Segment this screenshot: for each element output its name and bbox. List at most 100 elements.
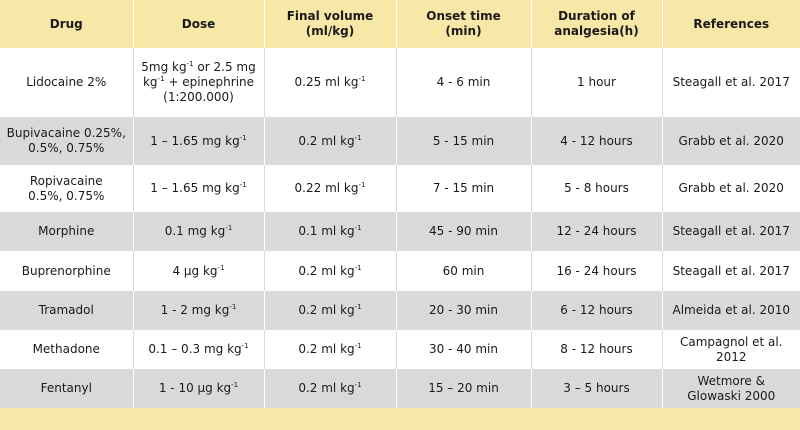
table-row: Ropivacaine 0.5%, 0.75% 1 – 1.65 mg kg-1 0.… <box>0 165 800 212</box>
unit-exponent: -1 <box>239 133 247 142</box>
table-row: Lidocaine 2% 5mg kg-1 or 2.5 mg kg-1 + epi… <box>0 48 800 117</box>
volume-text: 0.2 ml kg <box>298 303 355 317</box>
volume-text: 0.22 ml kg <box>294 181 359 195</box>
bottom-band <box>0 408 800 430</box>
cell-drug: Fentanyl <box>0 369 134 408</box>
table-row: Bupivacaine 0.25%, 0.5%, 0.75% 1 – 1.65 mg… <box>0 117 800 165</box>
onset-text: 60 min <box>442 263 485 278</box>
drug-name: Buprenorphine <box>21 263 111 278</box>
unit-exponent: -1 <box>354 303 362 311</box>
volume-text: 0.2 ml kg <box>298 263 355 278</box>
cell-reference: Grabb et al. 2020 <box>662 165 800 212</box>
cell-dose: 0.1 mg kg-1 <box>133 212 265 251</box>
unit-exponent: -1 <box>157 75 165 83</box>
cell-duration: 8 - 12 hours <box>531 330 663 369</box>
reference-text: Glowaski 2000 <box>687 388 776 403</box>
cell-final-volume: 0.25 ml kg-1 <box>264 48 397 117</box>
onset-text: 4 - 6 min <box>436 75 491 89</box>
cell-final-volume: 0.22 ml kg-1 <box>264 165 397 212</box>
header-final-volume: Final volume (ml/kg) <box>264 0 397 48</box>
unit-exponent: -1 <box>358 181 366 189</box>
unit-exponent: -1 <box>354 263 362 272</box>
drug-name: Bupivacaine 0.25%, <box>6 126 126 140</box>
onset-text: 30 - 40 min <box>429 342 498 356</box>
cell-duration: 16 - 24 hours <box>531 251 663 291</box>
onset-text: 7 - 15 min <box>432 181 495 195</box>
cell-drug: Ropivacaine 0.5%, 0.75% <box>0 165 134 212</box>
drug-name: 0.5%, 0.75% <box>28 188 105 203</box>
cell-duration: 4 - 12 hours <box>531 117 663 165</box>
cell-drug: Lidocaine 2% <box>0 48 134 117</box>
volume-text: 0.2 ml kg <box>298 133 355 148</box>
dose-text: 1 – 1.65 mg kg <box>150 133 240 148</box>
cell-dose: 1 - 10 μg kg-1 <box>133 369 265 408</box>
onset-text: 15 – 20 min <box>428 381 499 395</box>
cell-drug: Morphine <box>0 212 134 251</box>
drug-name: Methadone <box>32 342 100 356</box>
duration-text: 8 - 12 hours <box>560 342 633 356</box>
header-references: References <box>662 0 800 48</box>
cell-final-volume: 0.2 ml kg-1 <box>264 117 397 165</box>
reference-text: Steagall et al. 2017 <box>672 224 790 238</box>
unit-exponent: -1 <box>354 342 362 350</box>
volume-text: 0.25 ml kg <box>294 75 359 89</box>
table-row: Methadone 0.1 – 0.3 mg kg-1 0.2 ml kg-1 30 … <box>0 330 800 369</box>
duration-text: 16 - 24 hours <box>556 263 637 278</box>
cell-drug: Methadone <box>0 330 134 369</box>
unit-exponent: -1 <box>354 224 362 232</box>
onset-text: 45 - 90 min <box>429 224 498 238</box>
cell-final-volume: 0.2 ml kg-1 <box>264 369 397 408</box>
cell-reference: Campagnol et al. 2012 <box>662 330 800 369</box>
drug-name: Morphine <box>38 224 95 238</box>
dose-text: or 2.5 mg <box>193 60 256 74</box>
dose-text: + epinephrine <box>164 75 255 89</box>
header-drug: Drug <box>0 0 134 48</box>
unit-exponent: -1 <box>225 224 233 232</box>
header-duration: Duration of analgesia(h) <box>531 0 663 48</box>
cell-onset-time: 15 – 20 min <box>396 369 532 408</box>
analgesia-drug-table: Drug Dose Final volume (ml/kg) Onset time… <box>0 0 800 408</box>
reference-text: Steagall et al. 2017 <box>672 75 790 89</box>
cell-reference: Steagall et al. 2017 <box>662 251 800 291</box>
reference-text: Almeida et al. 2010 <box>672 303 791 317</box>
unit-exponent: -1 <box>239 181 247 189</box>
reference-text: Grabb et al. 2020 <box>678 181 784 195</box>
drug-name: Lidocaine 2% <box>26 75 107 89</box>
duration-text: 6 - 12 hours <box>560 303 633 317</box>
cell-drug: Buprenorphine <box>0 251 134 291</box>
table-row: Tramadol 1 - 2 mg kg-1 0.2 ml kg-1 20 - 30 … <box>0 291 800 330</box>
cell-dose: 4 μg kg-1 <box>133 251 265 291</box>
cell-dose: 1 – 1.65 mg kg-1 <box>133 165 265 212</box>
table-row: Fentanyl 1 - 10 μg kg-1 0.2 ml kg-1 15 – 20… <box>0 369 800 408</box>
cell-duration: 1 hour <box>531 48 663 117</box>
cell-onset-time: 60 min <box>396 251 532 291</box>
cell-final-volume: 0.1 ml kg-1 <box>264 212 397 251</box>
cell-reference: Wetmore & Glowaski 2000 <box>662 369 800 408</box>
header-onset-time: Onset time (min) <box>396 0 532 48</box>
volume-text: 0.1 ml kg <box>298 224 355 238</box>
dose-text: 1 - 2 mg kg <box>160 303 230 317</box>
cell-reference: Grabb et al. 2020 <box>662 117 800 165</box>
cell-duration: 3 – 5 hours <box>531 369 663 408</box>
dose-text: 5mg kg <box>141 60 187 74</box>
onset-text: 5 - 15 min <box>432 133 495 148</box>
header-dose: Dose <box>133 0 265 48</box>
cell-reference: Steagall et al. 2017 <box>662 48 800 117</box>
cell-onset-time: 45 - 90 min <box>396 212 532 251</box>
cell-dose: 5mg kg-1 or 2.5 mg kg-1 + epinephrine (1:2… <box>133 48 265 117</box>
unit-exponent: -1 <box>229 303 237 311</box>
unit-exponent: -1 <box>354 133 362 142</box>
cell-onset-time: 20 - 30 min <box>396 291 532 330</box>
dose-text: 1 – 1.65 mg kg <box>150 181 240 195</box>
cell-final-volume: 0.2 ml kg-1 <box>264 251 397 291</box>
cell-final-volume: 0.2 ml kg-1 <box>264 330 397 369</box>
unit-exponent: -1 <box>231 381 239 389</box>
cell-reference: Almeida et al. 2010 <box>662 291 800 330</box>
unit-exponent: -1 <box>358 75 366 83</box>
volume-text: 0.2 ml kg <box>298 381 355 395</box>
dose-text: kg <box>142 75 158 89</box>
volume-text: 0.2 ml kg <box>298 342 355 356</box>
duration-text: 12 - 24 hours <box>556 224 637 238</box>
cell-onset-time: 4 - 6 min <box>396 48 532 117</box>
reference-text: Campagnol et al. 2012 <box>679 334 783 364</box>
